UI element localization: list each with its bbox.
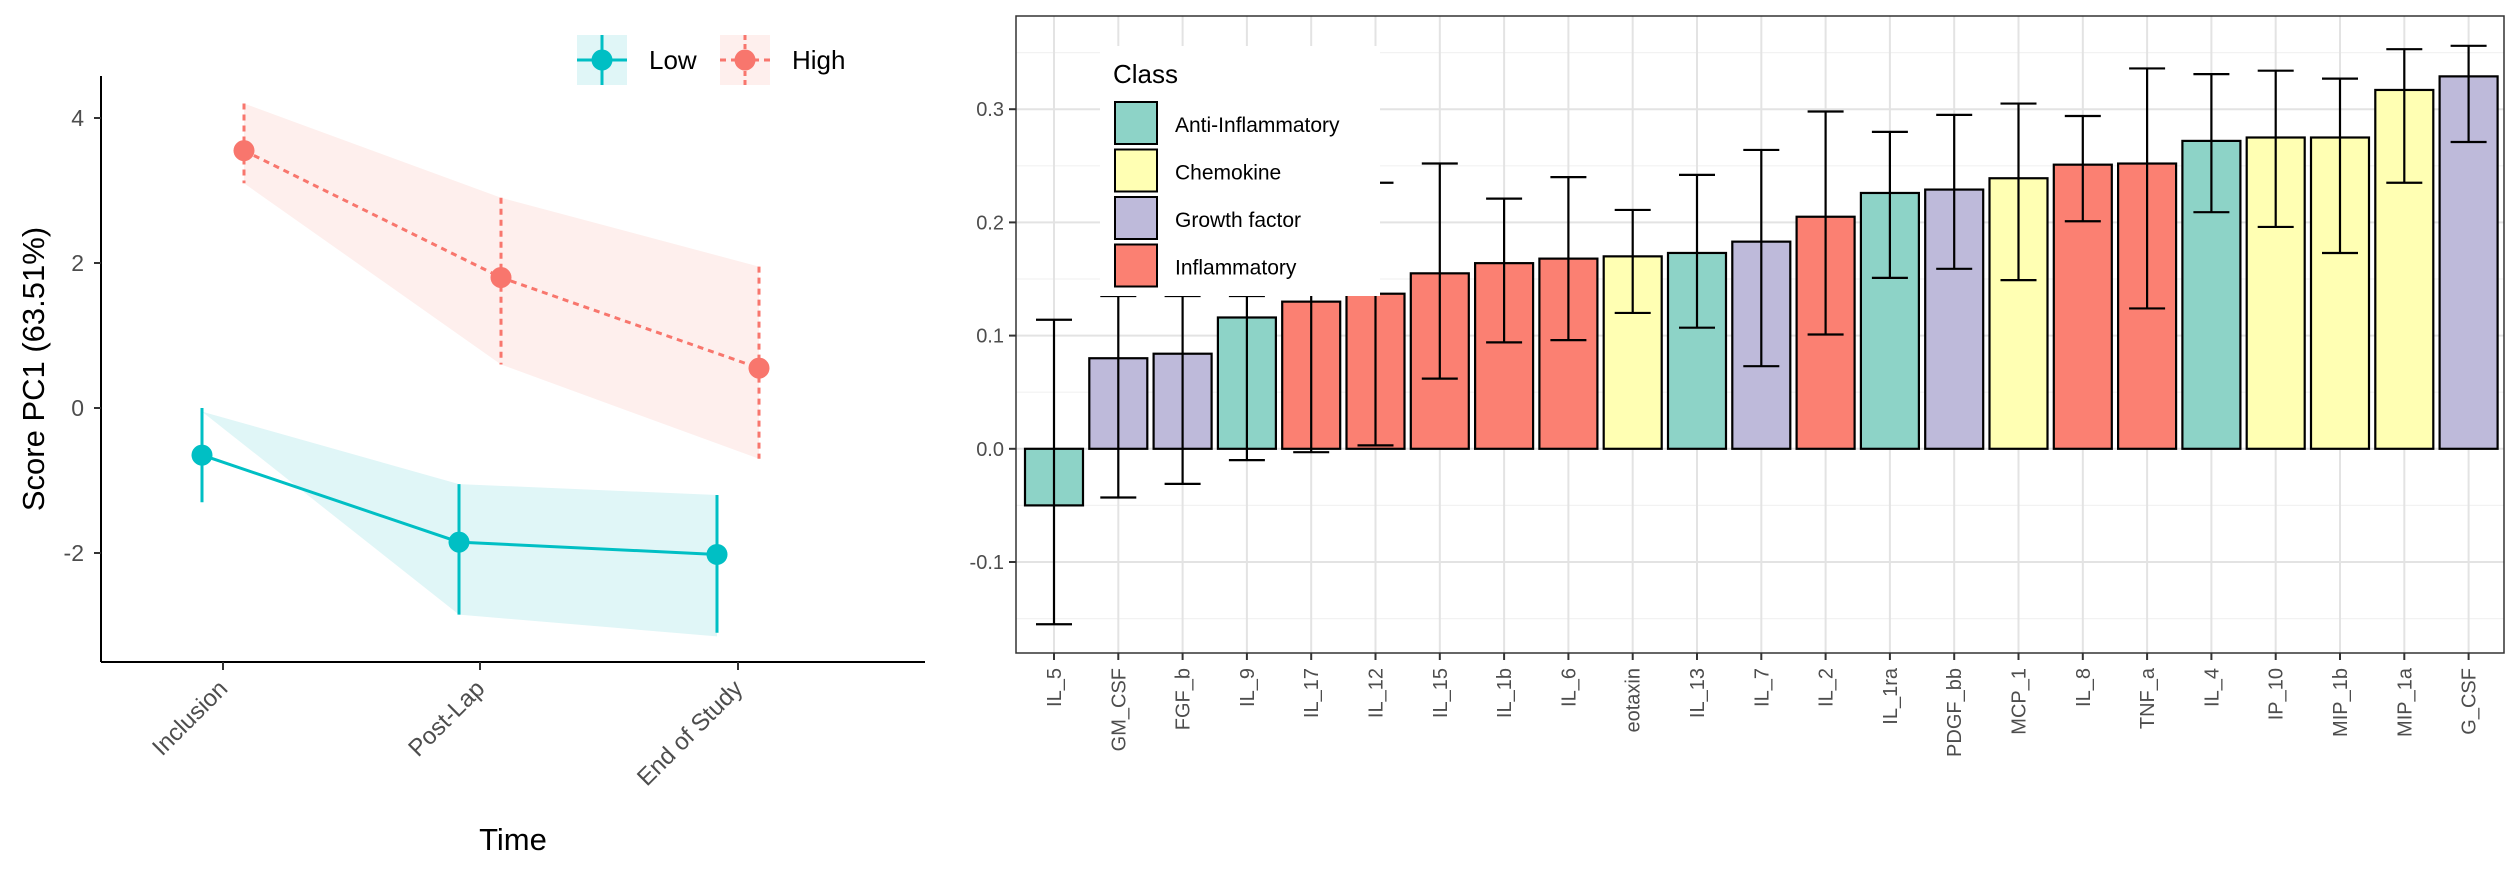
x-tick-label-il-4: IL_4 [2201,668,2223,707]
x-tick-label-il-5: IL_5 [1044,668,1066,707]
x-tick-label-il-9: IL_9 [1237,668,1259,707]
y-tick-label: 0.0 [976,439,1004,461]
x-tick-label-il-12: IL_12 [1366,668,1388,718]
x-tick-label-tnf-a: TNF_a [2137,667,2159,729]
y-tick-label: 0.3 [976,99,1004,121]
legend-key-anti-inflammatory [1114,101,1158,145]
legend-label-growth-factor: Growth factor [1175,209,1301,232]
confidence-bands [202,103,759,637]
y-tick-label: 0 [71,395,84,421]
y-tick-label: 0.1 [976,326,1004,348]
legend-key-point-low [591,49,613,71]
x-ticks: IL_5 GM_CSF FGF_b IL_9 IL_17 IL_12 IL_15 IL_1b I… [1044,653,2481,757]
x-tick-label-gm-csf: GM_CSF [1108,668,1130,751]
x-tick-label-pdgf-bb: PDGF_bb [1944,668,1966,757]
panel-border [1015,15,2505,654]
point-low-inclusion [191,444,213,466]
x-axis-title: Time [479,822,547,857]
point-high-end-of-study [748,357,770,379]
x-tick-label-mcp-1: MCP_1 [2009,668,2031,735]
x-tick-label-il-8: IL_8 [2073,668,2095,707]
y-ticks: -2 0 2 4 [64,105,101,566]
legend-items: Anti-Inflammatory Chemokine Growth factor I… [1114,101,1340,288]
cytokine-bar-chart: -0.1 0.0 0.1 0.2 0.3 IL_5 GM_CSF FGF_b IL_9 IL_1… [970,15,2505,757]
legend-key-chemokine [1114,148,1158,193]
x-tick-label-ip-10: IP_10 [2266,668,2288,720]
pc1-line-chart: -2 0 2 4 Inclusion Post-Lap End of Study Scor… [16,35,925,857]
legend-title: Class [1113,59,1178,89]
point-high-post-lap [490,267,512,288]
series-points [191,140,770,565]
x-tick-label-il-15: IL_15 [1430,668,1452,718]
legend-label-chemokine: Chemokine [1175,162,1281,185]
x-tick-label-end-of-study: End of Study [632,675,748,791]
class-legend: Class Anti-Inflammatory Chemokine Growth f… [1100,46,1380,296]
x-tick-label-il-7: IL_7 [1751,668,1773,707]
x-tick-label-mip-1a: MIP_1a [2394,667,2416,737]
legend-label-inflammatory: Inflammatory [1175,257,1297,280]
y-ticks: -0.1 0.0 0.1 0.2 0.3 [970,99,1016,574]
x-tick-label-post-lap: Post-Lap [403,675,490,762]
x-tick-label-il-6: IL_6 [1558,668,1580,707]
x-tick-label-il-17: IL_17 [1301,668,1323,718]
legend-label-anti-inflammatory: Anti-Inflammatory [1175,114,1340,137]
x-tick-label-il-13: IL_13 [1687,668,1709,718]
y-tick-label: 4 [71,105,84,131]
y-tick-label: 2 [71,250,84,276]
point-low-end-of-study [706,543,728,565]
y-tick-label: -2 [64,540,84,566]
legend-label-low: Low [649,45,697,75]
legend-key-growth-factor [1114,196,1158,240]
y-tick-label: -0.1 [970,552,1004,574]
x-tick-label-il-1b: IL_1b [1494,668,1516,718]
x-tick-label-fgf-b: FGF_b [1173,668,1195,730]
x-ticks: Inclusion Post-Lap End of Study [147,662,748,791]
point-high-inclusion [233,140,255,162]
y-tick-label: 0.2 [976,212,1004,234]
x-tick-label-il-1ra: IL_1ra [1880,667,1902,725]
point-low-post-lap [448,531,470,553]
x-tick-label-g-csf: G_CSF [2459,668,2481,735]
x-tick-label-inclusion: Inclusion [147,675,233,761]
legend-key-point-high [734,49,756,71]
legend-label-high: High [792,45,845,75]
x-tick-label-eotaxin: eotaxin [1623,668,1645,733]
x-tick-label-il-2: IL_2 [1816,668,1838,707]
legend-key-inflammatory [1114,243,1158,288]
y-axis-title: Score PC1 (63.51%) [16,227,51,511]
x-tick-label-mip-1b: MIP_1b [2330,668,2352,737]
legend: Low High [577,35,845,85]
